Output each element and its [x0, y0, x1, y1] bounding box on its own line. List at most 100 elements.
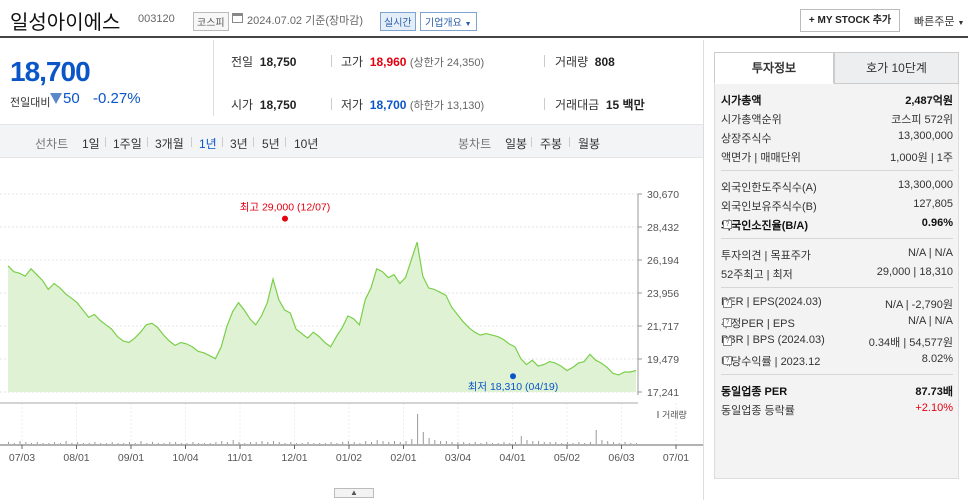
tab-candle-daily[interactable]: 일봉: [505, 137, 528, 151]
volume-bar: [526, 440, 528, 444]
tab-period-1w[interactable]: 1주일: [113, 137, 142, 151]
tab-investment-info[interactable]: 투자정보: [714, 52, 834, 84]
volume-bar: [163, 443, 165, 444]
volume-bar: [578, 442, 580, 444]
volume-bar: [307, 442, 309, 444]
info-value: N/A | N/A: [907, 315, 953, 327]
help-icon[interactable]: ?: [723, 220, 732, 229]
volume-bar: [572, 443, 574, 444]
volume-bar: [324, 443, 326, 444]
price-summary: 18,700 전일대비 50 -0.27%: [0, 40, 213, 116]
volume-bar: [347, 441, 349, 444]
collapse-handle[interactable]: ▲: [334, 488, 374, 498]
info-value: 코스피 572위: [891, 114, 953, 126]
volume-bar: [232, 440, 234, 444]
volume-bar: [492, 443, 493, 444]
open-value: 18,750: [259, 98, 297, 112]
tab-period-3y[interactable]: 3년: [230, 137, 248, 151]
volume-bar: [566, 442, 568, 444]
quick-order-button[interactable]: 빠른주문 ▼: [914, 13, 964, 29]
volume-bar: [480, 443, 482, 444]
help-icon[interactable]: ?: [723, 337, 732, 346]
volume-bar: [607, 441, 609, 444]
volume-bar: [417, 414, 419, 444]
volume-bar: [618, 443, 620, 444]
y-tick-label: 17,241: [647, 387, 679, 399]
volume-bar: [54, 442, 56, 444]
upper-limit: (상한가 24,350): [409, 57, 485, 69]
help-icon[interactable]: ?: [723, 356, 732, 365]
volume-bar: [48, 443, 50, 444]
volume-bar: [359, 443, 361, 444]
info-value: 2,487억원: [905, 95, 953, 107]
mystock-add-button[interactable]: + MY STOCK 추가: [800, 9, 900, 32]
divider: [721, 287, 953, 288]
volume-bar: [630, 443, 632, 444]
amount-label: 거래대금: [555, 98, 600, 112]
divider: [721, 170, 953, 171]
stock-name: 일성아이에스: [10, 12, 121, 34]
info-label: 액면가 | 매매단위: [721, 152, 801, 164]
volume-bar: [371, 442, 372, 444]
help-icon[interactable]: ?: [723, 299, 732, 308]
divider: [331, 98, 332, 110]
trade-amount: 거래대금 15 백만: [555, 96, 645, 113]
volume-label: 거래량: [555, 55, 589, 69]
info-value: +2.10%: [915, 402, 953, 414]
high-point[interactable]: [282, 215, 288, 222]
volume-bar: [336, 443, 338, 444]
volume-bar: [330, 442, 332, 444]
volume-bar: [405, 441, 407, 444]
volume-bar: [515, 442, 516, 444]
volume-bar: [123, 443, 125, 444]
tab-candle-weekly[interactable]: 주봉: [540, 137, 563, 151]
volume-bar: [595, 430, 597, 444]
volume-bar: [105, 443, 107, 444]
info-label: 동일업종 PER: [721, 386, 788, 398]
company-overview-dropdown[interactable]: 기업개요 ▼: [420, 12, 477, 31]
tab-period-3m[interactable]: 3개월: [155, 137, 184, 151]
info-label: 시가총액: [721, 95, 762, 107]
volume-bar: [134, 443, 136, 444]
tab-period-10y[interactable]: 10년: [294, 137, 319, 151]
volume-bar: [613, 442, 614, 444]
change-value: 50: [50, 90, 80, 107]
down-arrow-icon: [50, 93, 62, 104]
volume-bar: [175, 442, 177, 444]
info-row: 52주최고 | 최저 29,000 | 18,310: [721, 266, 953, 282]
line-chart-label: 선차트: [35, 137, 69, 151]
volume-bar: [77, 442, 79, 444]
price-area-fill: [8, 242, 636, 392]
tab-period-1y[interactable]: 1년: [199, 137, 217, 151]
tab-period-1d[interactable]: 1일: [82, 137, 100, 151]
tab-hoga-10[interactable]: 호가 10단계: [834, 52, 959, 84]
info-value: 0.34배 | 54,577원: [868, 337, 953, 349]
info-value: 29,000 | 18,310: [876, 266, 953, 278]
volume-bar: [221, 441, 223, 444]
low-point[interactable]: [510, 373, 516, 380]
tab-candle-monthly[interactable]: 월봉: [578, 137, 601, 151]
candle-chart-label: 봉차트: [458, 137, 492, 151]
info-label: PER | EPS(2024.03): [721, 296, 822, 308]
divider: [721, 238, 953, 239]
prev-close-value: 18,750: [259, 55, 297, 69]
volume-bar: [203, 443, 205, 444]
volume-bar: [549, 442, 551, 444]
tab-period-5y[interactable]: 5년: [262, 137, 280, 151]
info-value: 0.96%: [921, 217, 953, 229]
volume-bar: [601, 440, 603, 444]
volume-bar: [59, 443, 61, 444]
info-row: 시가총액순위 코스피 572위: [721, 111, 953, 127]
volume-bar: [169, 442, 171, 444]
divider: [331, 55, 332, 67]
realtime-button[interactable]: 실시간: [380, 12, 416, 31]
volume-bar: [497, 443, 499, 444]
volume-bar: [25, 442, 27, 444]
info-label: 투자의견 | 목표주가: [721, 250, 811, 262]
volume-bar: [584, 443, 586, 444]
help-icon[interactable]: ?: [723, 318, 732, 327]
x-tick-label: 01/02: [336, 452, 362, 464]
volume-bar: [463, 442, 465, 444]
change-percent: -0.27%: [93, 90, 141, 107]
volume-bar: [503, 442, 505, 444]
